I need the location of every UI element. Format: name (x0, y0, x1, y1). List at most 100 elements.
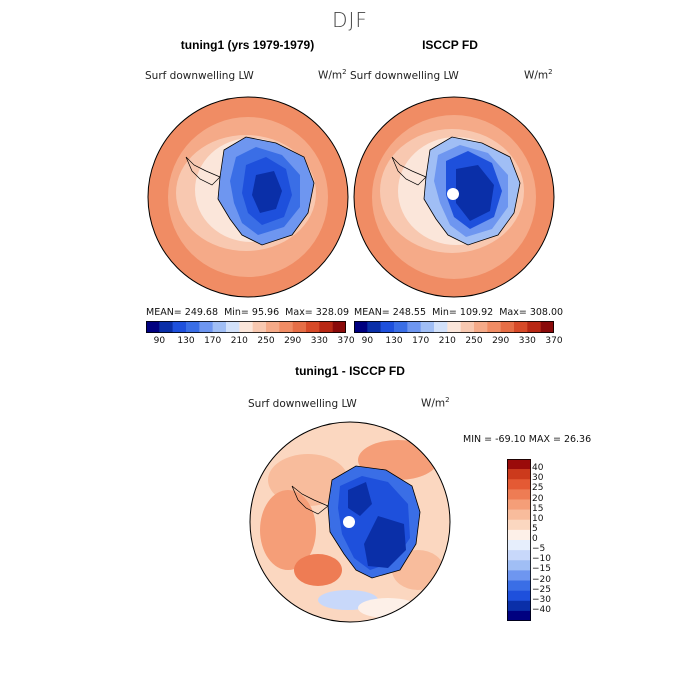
colorbar-panel1 (146, 321, 346, 333)
colorbar-swatch (332, 321, 346, 333)
colorbar-swatch (380, 321, 395, 333)
colorbar-tick-label: 90 (361, 336, 374, 346)
antarctica-coastline (217, 136, 315, 246)
colorbar-tick-label: 330 (310, 336, 328, 346)
colorbar-swatch (407, 321, 421, 333)
colorbar-swatch (507, 570, 531, 581)
colorbar-swatch (172, 321, 187, 333)
colorbar-swatch (507, 590, 531, 602)
colorbar-tick-label: 330 (518, 336, 536, 346)
colorbar-swatch (252, 321, 267, 333)
antarctica-diff-inner (364, 516, 406, 568)
colorbar-tick-label: 90 (153, 336, 166, 346)
colorbar-panel1-ticks: 90 130 170 210 250 290 330 370 (146, 336, 355, 348)
colorbar-diff-ticks: 40 30 25 20 15 10 5 0 −5 −10 −15 −20 −25 −30 −40 (532, 459, 572, 621)
colorbar-swatch (507, 560, 531, 571)
colorbar-tick-label: 40 (532, 463, 544, 474)
panel3-stats: MIN = -69.10 MAX = 26.36 (463, 434, 592, 445)
colorbar-swatch (226, 321, 240, 333)
colorbar-tick-label: 250 (465, 336, 483, 346)
colorbar-tick-label: 210 (230, 336, 248, 346)
colorbar-tick-label: 15 (532, 503, 544, 514)
colorbar-tick-label: −25 (532, 584, 551, 595)
colorbar-swatch (540, 321, 554, 333)
peninsula-coastline (391, 156, 427, 186)
colorbar-swatch (394, 321, 408, 333)
antarctica-coastline (423, 136, 521, 246)
colorbar-tick-label: 5 (532, 523, 538, 534)
colorbar-swatch (500, 321, 515, 333)
colorbar-swatch (367, 321, 381, 333)
colorbar-swatch (507, 489, 531, 500)
colorbar-tick-label: 370 (545, 336, 563, 346)
peninsula-coastline (291, 485, 329, 515)
colorbar-swatch (507, 580, 531, 591)
colorbar-swatch (514, 321, 528, 333)
colorbar-border (354, 321, 554, 333)
colorbar-swatch (212, 321, 227, 333)
colorbar-swatch (507, 550, 531, 561)
colorbar-swatch (507, 479, 531, 490)
panel1-variable: Surf downwelling LW (145, 70, 254, 82)
colorbar-swatch (507, 529, 531, 541)
colorbar-tick-label: 250 (257, 336, 275, 346)
colorbar-tick-label: 370 (337, 336, 355, 346)
map-border (147, 96, 349, 298)
colorbar-border (507, 459, 531, 621)
colorbar-tick-label: 130 (385, 336, 403, 346)
colorbar-tick-label: 290 (492, 336, 510, 346)
diff-patch (294, 554, 342, 586)
colorbar-tick-label: 30 (532, 473, 544, 484)
colorbar-swatch (507, 540, 531, 551)
colorbar-tick-label: 290 (284, 336, 302, 346)
colorbar-tick-label: 0 (532, 534, 538, 544)
map-model (147, 96, 349, 298)
colorbar-swatch (146, 321, 160, 333)
colorbar-swatch (507, 499, 531, 510)
colorbar-tick-label: −15 (532, 564, 551, 575)
colorbar-panel2-ticks: 90 130 170 210 250 290 330 370 (354, 336, 563, 348)
map-diff (249, 421, 451, 623)
colorbar-swatch (474, 321, 488, 333)
colorbar-swatch (507, 600, 531, 612)
colorbar-tick-label: 210 (438, 336, 456, 346)
panel2-title: ISCCP FD (422, 38, 478, 52)
colorbar-swatch (434, 321, 448, 333)
colorbar-panel2 (354, 321, 554, 333)
colorbar-swatch (239, 321, 253, 333)
page-title: DJF (332, 8, 368, 32)
antarctica-lw-core (252, 171, 282, 213)
colorbar-tick-label: 170 (204, 336, 222, 346)
map-obs (353, 96, 555, 298)
colorbar-tick-label: 20 (532, 493, 544, 504)
colorbar-tick-label: 10 (532, 513, 544, 524)
antarctica-lw-core (456, 165, 494, 221)
colorbar-swatch (354, 321, 368, 333)
antarctica-coastline (327, 465, 421, 579)
colorbar-swatch (447, 321, 461, 333)
colorbar-swatch (460, 321, 475, 333)
colorbar-tick-label: −30 (532, 594, 551, 605)
panel3-title: tuning1 - ISCCP FD (295, 364, 405, 378)
colorbar-swatch (507, 509, 531, 521)
colorbar-swatch (306, 321, 320, 333)
panel2-units: W/m2 (524, 68, 553, 82)
colorbar-swatch (159, 321, 173, 333)
colorbar-swatch (199, 321, 213, 333)
colorbar-border (146, 321, 346, 333)
panel1-units: W/m2 (318, 68, 347, 82)
panel3-variable: Surf downwelling LW (248, 398, 357, 410)
colorbar-tick-label: 130 (177, 336, 195, 346)
panel2-stats: MEAN= 248.55 Min= 109.92 Max= 308.00 (354, 307, 564, 318)
colorbar-swatch (507, 469, 531, 480)
diff-patch (260, 490, 316, 570)
colorbar-tick-label: −10 (532, 554, 551, 565)
colorbar-tick-label: −40 (532, 604, 551, 615)
panel2-variable: Surf downwelling LW (350, 70, 459, 82)
colorbar-tick-label: −5 (532, 544, 546, 555)
colorbar-tick-label: 170 (412, 336, 430, 346)
map-border (353, 96, 555, 298)
antarctica-diff-inner (348, 482, 372, 516)
colorbar-swatch (319, 321, 333, 333)
colorbar-swatch (507, 610, 531, 621)
